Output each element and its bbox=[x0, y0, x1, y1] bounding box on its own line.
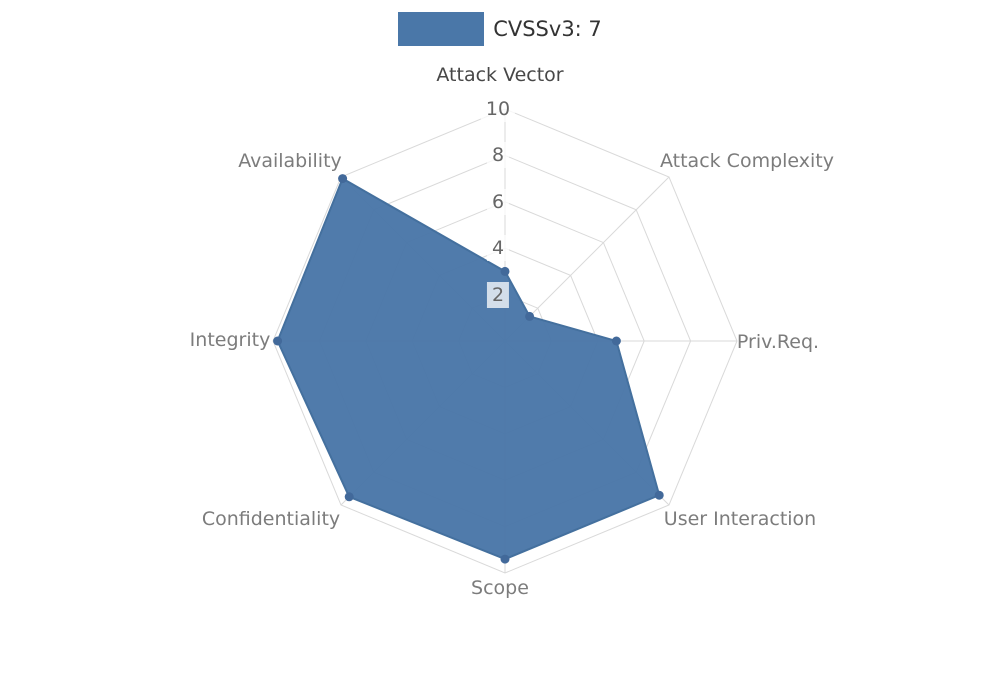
radar-data-point[interactable] bbox=[611, 336, 621, 346]
legend-label: CVSSv3: 7 bbox=[493, 17, 602, 41]
radar-data-point[interactable] bbox=[273, 336, 283, 346]
grid-ring bbox=[272, 108, 738, 574]
r-tick-8: 8 bbox=[486, 142, 510, 169]
axis-label-availability: Availability bbox=[238, 150, 342, 172]
radar-data-point[interactable] bbox=[500, 266, 510, 276]
legend-swatch bbox=[398, 12, 485, 46]
axis-label-integrity: Integrity bbox=[189, 329, 271, 351]
axis-label-attack-complexity: Attack Complexity bbox=[659, 150, 835, 172]
axis-label-user-interaction: User Interaction bbox=[663, 508, 817, 530]
radar-data-point[interactable] bbox=[525, 311, 535, 321]
axis-label-scope: Scope bbox=[471, 577, 529, 599]
legend-item-cvssv3[interactable]: CVSSv3: 7 bbox=[0, 12, 1000, 46]
r-tick-2: 2 bbox=[486, 281, 510, 308]
radar-data-point[interactable] bbox=[654, 490, 664, 500]
r-tick-10: 10 bbox=[480, 96, 516, 122]
r-tick-4: 4 bbox=[486, 235, 510, 262]
axis-label-priv-req: Priv.Req. bbox=[736, 331, 820, 353]
axis-label-attack-vector: Attack Vector bbox=[436, 64, 564, 86]
radar-data-point[interactable] bbox=[344, 492, 354, 502]
radar-data-point[interactable] bbox=[500, 554, 510, 564]
r-tick-6: 6 bbox=[486, 188, 510, 215]
radar-series-polygon[interactable] bbox=[276, 177, 661, 561]
radar-data-point[interactable] bbox=[338, 174, 348, 184]
axis-label-confidentiality: Confidentiality bbox=[201, 508, 341, 530]
